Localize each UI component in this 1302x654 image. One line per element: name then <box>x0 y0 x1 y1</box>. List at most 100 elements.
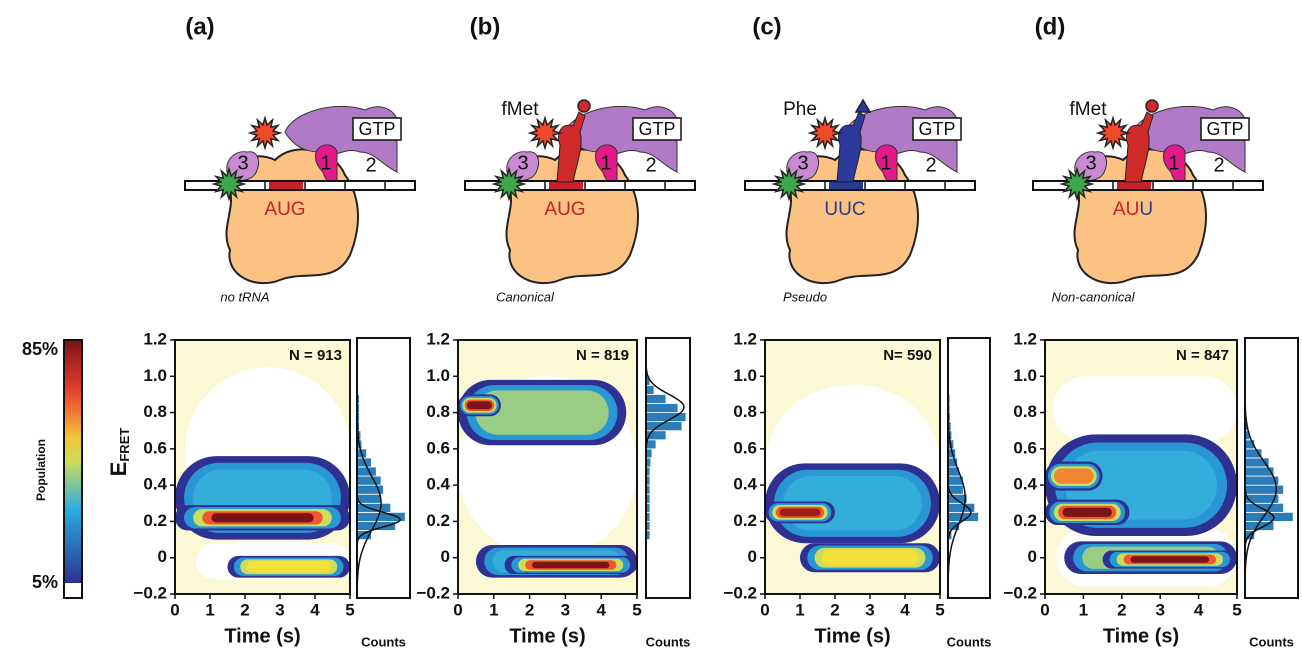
factor-label: GTP <box>1206 119 1243 139</box>
panel-label: (c) <box>752 13 781 40</box>
x-tick-label: 0 <box>170 600 179 619</box>
histogram-bar <box>356 493 382 504</box>
site-label: 1 <box>880 152 891 174</box>
y-tick-label: 0 <box>748 547 757 566</box>
histogram-axis-title: Counts <box>947 634 992 649</box>
density-region <box>466 401 493 410</box>
y-tick-label: 0.6 <box>733 438 757 457</box>
donor-dye <box>211 166 247 202</box>
donor-dye <box>1059 166 1095 202</box>
y-tick-label: 0.8 <box>143 402 167 421</box>
n-label: N = 847 <box>1176 347 1229 364</box>
trna-tip <box>854 98 872 113</box>
factor-box <box>912 117 962 141</box>
caption: Pseudo <box>783 289 827 304</box>
y-tick-label: 0.2 <box>143 511 167 530</box>
x-axis-title: Time (s) <box>224 625 300 647</box>
histogram-bar <box>1244 466 1275 477</box>
x-tick-label: 1 <box>1079 600 1088 619</box>
codon-part: AUG <box>544 199 585 220</box>
y-tick-label: 1.2 <box>143 329 167 348</box>
plot-frame <box>174 339 351 595</box>
colorbar-below <box>64 583 82 598</box>
x-tick-label: 1 <box>205 600 214 619</box>
codon-part: AUG <box>264 199 305 220</box>
mrna-codon <box>549 182 583 189</box>
y-tick-label: −0.2 <box>416 583 450 602</box>
histogram-axis-title: Counts <box>1249 634 1294 649</box>
n-label: N = 913 <box>289 347 342 364</box>
x-tick-label: 2 <box>830 600 839 619</box>
codon-part: U <box>1139 199 1153 220</box>
factor-box <box>352 117 402 141</box>
heatmap <box>765 385 940 573</box>
x-tick-label: 3 <box>561 600 570 619</box>
site-label: 3 <box>237 152 248 174</box>
site-label: 1 <box>320 152 331 174</box>
factor-box <box>1200 117 1250 141</box>
x-tick-label: 4 <box>1194 600 1204 619</box>
site-label: 3 <box>1085 152 1096 174</box>
y-tick-label: 0.4 <box>1013 475 1037 494</box>
density-region <box>1052 376 1237 442</box>
y-tick-label: 0.8 <box>733 402 757 421</box>
factor-label: GTP <box>638 119 675 139</box>
x-tick-label: 2 <box>240 600 249 619</box>
trna-label: fMet <box>502 99 540 120</box>
panel-label: (d) <box>1035 13 1066 40</box>
y-tick-label: 0.4 <box>426 475 450 494</box>
n-label: N= 590 <box>883 347 932 364</box>
codon-part: AU <box>1113 199 1139 220</box>
trna-tip <box>1145 99 1159 113</box>
trna <box>556 111 586 183</box>
x-tick-label: 5 <box>632 600 641 619</box>
factor-box <box>632 117 682 141</box>
histogram-frame <box>356 337 411 599</box>
y-axis-title: EFRET <box>106 428 133 477</box>
histogram-bar <box>1244 448 1263 459</box>
site-label: 3 <box>797 152 808 174</box>
gaussian-fit <box>645 340 685 594</box>
density-region <box>532 561 610 569</box>
y-tick-label: 0.2 <box>1013 511 1037 530</box>
mrna-codon <box>269 182 303 189</box>
y-tick-label: −0.2 <box>1003 583 1037 602</box>
x-tick-label: 5 <box>1232 600 1241 619</box>
density-region <box>779 508 821 517</box>
y-tick-label: 0.4 <box>733 475 757 494</box>
histogram-bar <box>1244 511 1294 522</box>
y-tick-label: 1.0 <box>143 366 167 385</box>
y-tick-label: 0 <box>158 547 167 566</box>
y-tick-label: 0.8 <box>1013 402 1037 421</box>
mrna-codon <box>829 182 863 189</box>
x-tick-label: 0 <box>760 600 769 619</box>
x-tick-label: 1 <box>489 600 498 619</box>
density-region <box>1053 468 1094 484</box>
y-tick-label: 0.2 <box>733 511 757 530</box>
codon-part: UUC <box>824 199 865 220</box>
y-tick-label: 1.2 <box>1013 329 1037 348</box>
histogram-bar <box>645 394 667 404</box>
x-tick-label: 5 <box>345 600 354 619</box>
x-axis-title: Time (s) <box>509 625 585 647</box>
heatmap <box>175 367 350 580</box>
site-label: 2 <box>925 154 936 176</box>
y-tick-label: 0.6 <box>1013 438 1037 457</box>
x-tick-label: 3 <box>275 600 284 619</box>
y-tick-label: 0.4 <box>143 475 167 494</box>
donor-dye <box>491 166 527 202</box>
y-tick-label: 0.6 <box>426 438 450 457</box>
donor-dye <box>771 166 807 202</box>
histogram-bar <box>356 466 377 477</box>
x-tick-label: 4 <box>596 600 606 619</box>
plot-frame <box>764 339 941 595</box>
x-tick-label: 1 <box>795 600 804 619</box>
caption: no tRNA <box>220 289 269 304</box>
plot-frame <box>457 339 638 595</box>
density-region <box>211 513 314 523</box>
trna <box>1124 111 1154 183</box>
histogram-axis-title: Counts <box>646 634 691 649</box>
histogram-frame <box>947 337 991 599</box>
y-tick-label: 1.2 <box>733 329 757 348</box>
